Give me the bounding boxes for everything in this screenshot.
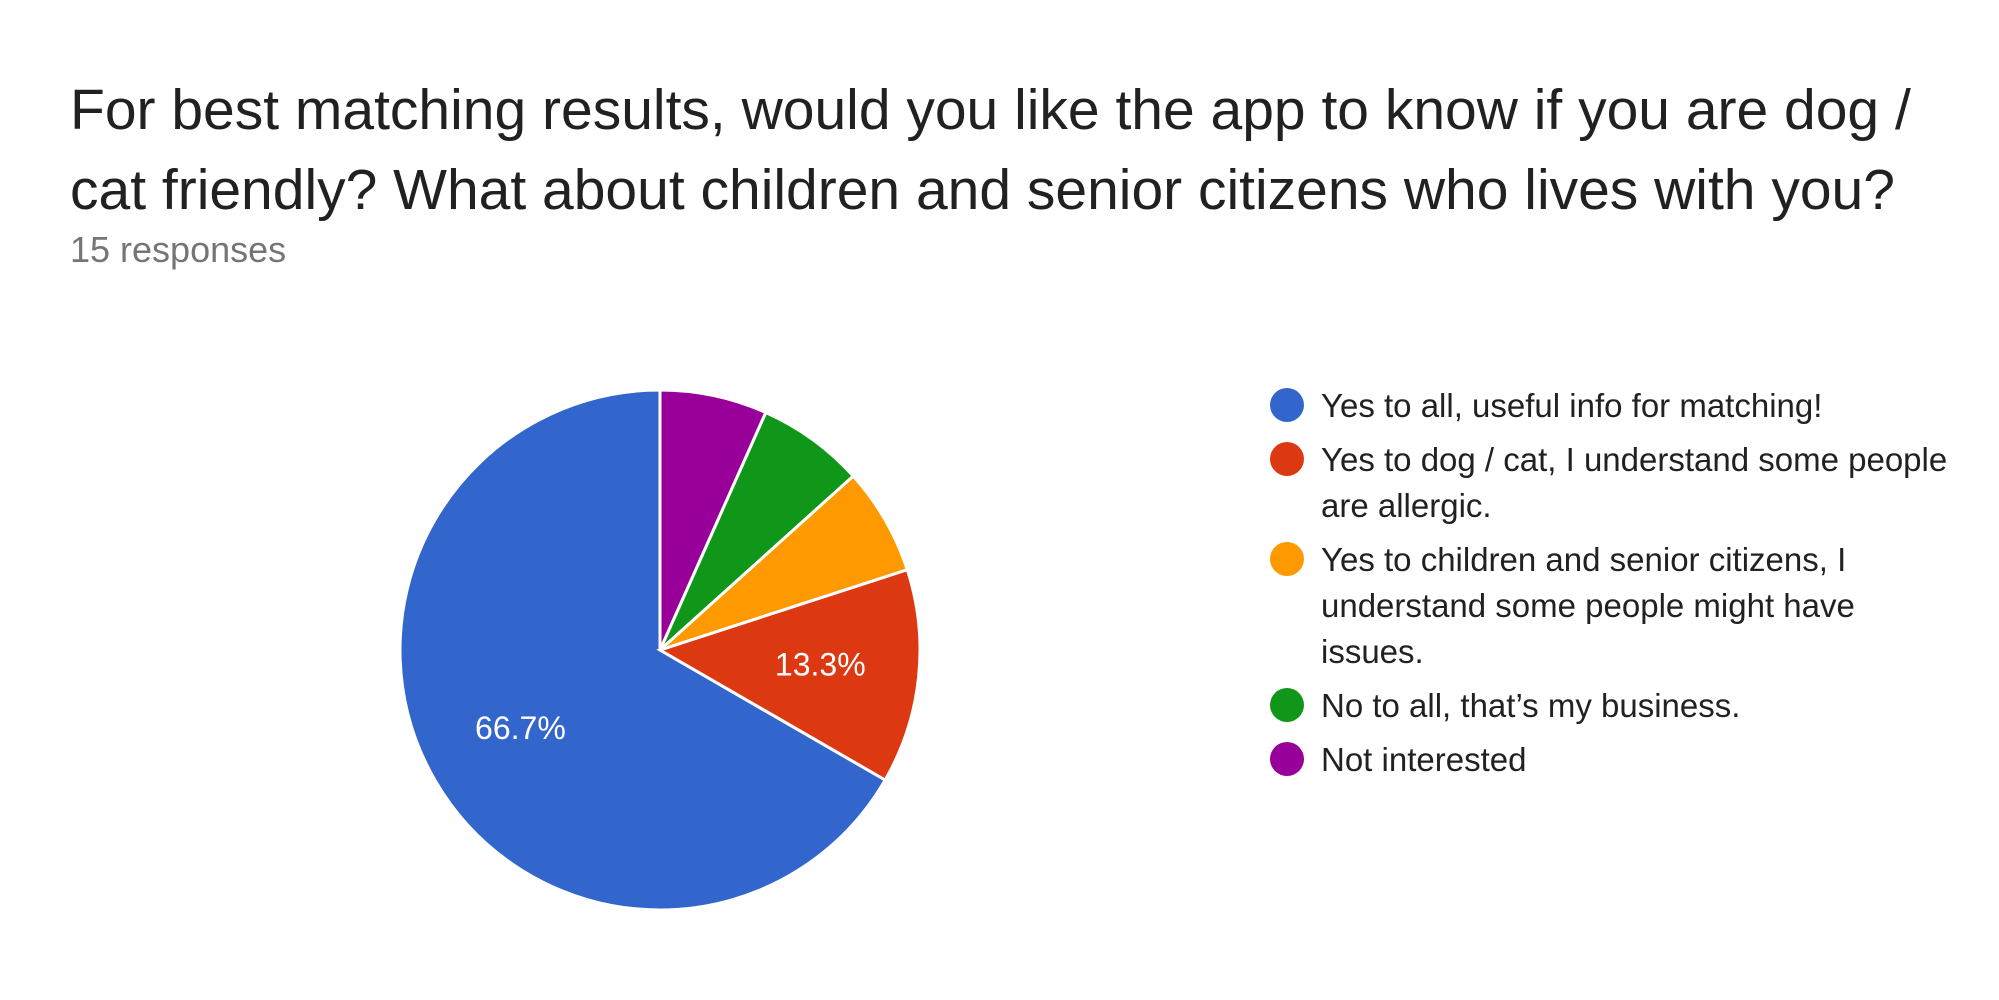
pie-chart: 66.7% 13.3%: [398, 388, 922, 912]
legend-label: Not interested: [1321, 741, 1527, 778]
legend-item-5[interactable]: Not interested: [1270, 737, 1960, 783]
slice-percent-label-2: 13.3%: [775, 646, 866, 682]
slice-percent-label-1: 66.7%: [475, 710, 566, 746]
pie-slice-4[interactable]: [658, 410, 856, 652]
legend-swatch-icon: [1270, 388, 1304, 422]
pie-slice-5[interactable]: [658, 388, 768, 651]
legend-item-4[interactable]: No to all, that’s my business.: [1270, 683, 1960, 729]
pie-slice-2[interactable]: [656, 567, 922, 783]
legend: Yes to all, useful info for matching! Yes…: [1270, 383, 1960, 791]
legend-swatch-icon: [1270, 742, 1304, 776]
legend-label: Yes to all, useful info for matching!: [1321, 387, 1823, 424]
legend-item-3[interactable]: Yes to children and senior citizens, I u…: [1270, 537, 1960, 675]
pie-slice-1[interactable]: [398, 388, 888, 912]
pie-slice-3[interactable]: [658, 473, 910, 652]
chart-title: For best matching results, would you lik…: [70, 78, 1911, 222]
legend-item-1[interactable]: Yes to all, useful info for matching!: [1270, 383, 1960, 429]
legend-label: Yes to dog / cat, I understand some peop…: [1321, 441, 1948, 524]
legend-label: No to all, that’s my business.: [1321, 687, 1741, 724]
legend-label: Yes to children and senior citizens, I u…: [1321, 541, 1855, 670]
response-count: 15 responses: [70, 229, 287, 270]
legend-swatch-icon: [1270, 688, 1304, 722]
legend-swatch-icon: [1270, 542, 1304, 576]
legend-swatch-icon: [1270, 442, 1304, 476]
legend-item-2[interactable]: Yes to dog / cat, I understand some peop…: [1270, 437, 1960, 529]
